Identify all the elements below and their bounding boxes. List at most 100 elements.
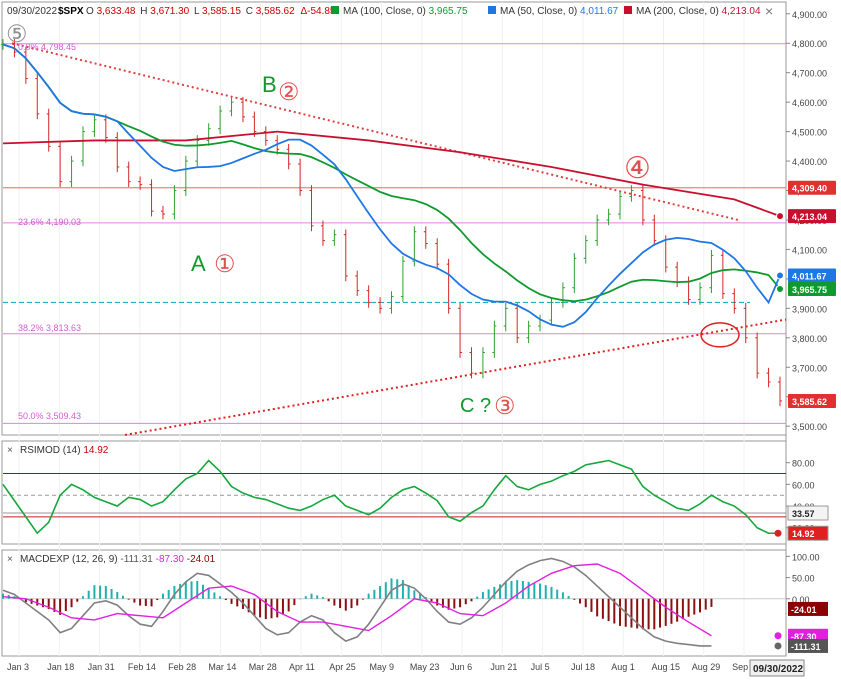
- wave-label-3: ③: [494, 393, 516, 420]
- ma50-value: 4,011.67: [580, 6, 619, 17]
- macd-histogram-bar: [493, 586, 496, 599]
- macd-histogram-bar: [527, 581, 530, 599]
- rsi-value: 14.92: [83, 445, 108, 456]
- macd-line: [2, 557, 712, 647]
- highlight-ellipse: [700, 322, 740, 348]
- macd-histogram-bar: [133, 598, 136, 603]
- close-icon[interactable]: ×: [765, 3, 773, 19]
- macd-histogram-bar: [70, 598, 73, 608]
- date-badge: [749, 659, 805, 677]
- macd-histogram-bar: [436, 598, 439, 606]
- macd-histogram-bar: [53, 598, 56, 612]
- ma-end-dot: [776, 271, 784, 280]
- macd-histogram-bar: [361, 598, 364, 600]
- rsi-line: [2, 459, 780, 535]
- x-tick-label: Jan 18: [47, 662, 74, 672]
- wave-label-2: ②: [278, 79, 300, 106]
- ma100-swatch: [331, 6, 339, 14]
- macd-histogram-bar: [556, 589, 559, 599]
- macd-histogram-bar: [173, 586, 176, 599]
- rsi-title: RSIMOD (14): [20, 445, 81, 456]
- macd-histogram-bar: [641, 598, 644, 630]
- macd-histogram-bar: [636, 598, 639, 629]
- macd-histogram-bar: [179, 583, 182, 599]
- macd-histogram-bar: [590, 598, 593, 612]
- wave-label-c: C ?: [460, 395, 491, 417]
- svg-text:MA (100, Close, 0) 3,965.75: MA (100, Close, 0) 3,965.75: [343, 6, 468, 17]
- svg-text:MACDEXP (12, 26, 9) -111.31 -8: MACDEXP (12, 26, 9) -111.31 -87.30 -24.0…: [20, 554, 216, 565]
- macd-histogram-bar: [110, 589, 113, 599]
- ma100-line: [2, 43, 781, 303]
- macd-histogram-bar: [356, 598, 359, 606]
- x-tick-label: Sep 12: [732, 662, 761, 672]
- macd-histogram-bar: [676, 598, 679, 622]
- price-badge-text: 4,213.04: [792, 212, 827, 222]
- macd-histogram-bar: [573, 598, 576, 600]
- x-tick-label: Aug 1: [611, 662, 635, 672]
- svg-text:MA (200, Close, 0) 4,213.04: MA (200, Close, 0) 4,213.04: [636, 6, 761, 17]
- x-tick-label: Mar 28: [249, 662, 277, 672]
- x-tick-label: Jan 3: [7, 662, 29, 672]
- macd-histogram-bar: [550, 586, 553, 599]
- macd-histogram-bar: [481, 591, 484, 599]
- ma200-value: 4,213.04: [722, 6, 761, 17]
- header-high: 3,671.30: [150, 6, 189, 17]
- macd-histogram-bar: [476, 596, 479, 599]
- macd-histogram-bar: [470, 598, 473, 602]
- macd-histogram-bar: [219, 596, 222, 599]
- ma200-swatch: [624, 6, 632, 14]
- macd-histogram-bar: [190, 581, 193, 599]
- macd-histogram-bar: [516, 580, 519, 599]
- price-tick-label: 4,700.00: [792, 69, 827, 79]
- macd-histogram-bar: [687, 598, 690, 617]
- macd-histogram-bar: [613, 598, 616, 624]
- x-tick-label: Jul 18: [571, 662, 595, 672]
- macd-histogram-bar: [184, 581, 187, 599]
- price-tick-label: 3,700.00: [792, 363, 827, 373]
- macd-signal-line: [2, 563, 712, 637]
- price-badge-text: 3,965.75: [792, 285, 827, 295]
- macd-histogram-bar: [579, 598, 582, 604]
- header-close: 3,585.62: [256, 6, 295, 17]
- macd-badge: [788, 638, 828, 653]
- macd-histogram-bar: [396, 579, 399, 599]
- macd-histogram-bar: [647, 598, 650, 630]
- macd-histogram-bar: [407, 585, 410, 599]
- macd-histogram-bar: [379, 586, 382, 599]
- macd-histogram-bar: [453, 598, 456, 609]
- x-tick-label: Jul 5: [531, 662, 550, 672]
- macd-histogram-bar: [561, 592, 564, 599]
- macd-histogram-bar: [213, 592, 216, 599]
- macd-histogram-bar: [236, 598, 239, 607]
- macd-histogram-bar: [544, 585, 547, 599]
- macd-value: -111.31: [120, 554, 153, 565]
- rsi-close-icon[interactable]: ×: [7, 445, 13, 456]
- macd-tick-label: 0.00: [792, 595, 810, 605]
- header-low: 3,585.15: [202, 6, 241, 17]
- rsi-badge: [787, 525, 829, 541]
- macd-histogram-bar: [367, 593, 370, 599]
- macd-histogram-bar: [584, 598, 587, 608]
- macd-histogram-bar: [487, 589, 490, 599]
- macd-signal-value: -87.30: [156, 554, 185, 565]
- macd-close-icon[interactable]: ×: [7, 554, 13, 565]
- macd-histogram-bar: [384, 582, 387, 599]
- rsi-badge-text: 14.92: [792, 529, 815, 539]
- macd-histogram-bar: [304, 596, 307, 599]
- price-badge-text: 4,309.40: [792, 184, 827, 194]
- macd-histogram-bar: [539, 583, 542, 599]
- macd-histogram-bar: [161, 593, 164, 599]
- macd-histogram-bar: [619, 598, 622, 626]
- price-badge: [788, 281, 836, 296]
- x-tick-label: Aug 29: [692, 662, 721, 672]
- macd-histogram-bar: [104, 586, 107, 599]
- macd-histogram-bar: [116, 591, 119, 599]
- svg-text:MA (50, Close, 0) 4,011.67: MA (50, Close, 0) 4,011.67: [500, 6, 619, 17]
- macd-histogram-bar: [281, 598, 284, 615]
- macd-histogram-bar: [247, 598, 250, 613]
- header-delta: Δ-54.85: [300, 6, 335, 17]
- x-tick-label: Aug 15: [652, 662, 681, 672]
- macd-histogram-bar: [59, 598, 62, 615]
- ma50-label: MA (50, Close, 0): [500, 6, 577, 17]
